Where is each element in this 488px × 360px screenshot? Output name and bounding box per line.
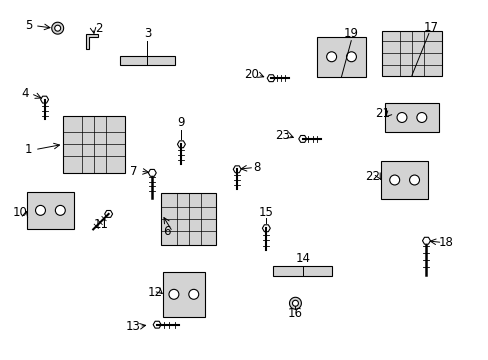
Text: 3: 3 <box>143 27 151 40</box>
Text: 15: 15 <box>258 206 273 219</box>
Polygon shape <box>266 75 275 82</box>
Polygon shape <box>298 135 306 142</box>
Polygon shape <box>41 96 48 103</box>
Text: 20: 20 <box>244 68 259 81</box>
Text: 19: 19 <box>343 27 358 40</box>
Text: 17: 17 <box>423 21 438 33</box>
Circle shape <box>326 52 336 62</box>
Text: 16: 16 <box>287 307 303 320</box>
Text: 5: 5 <box>25 19 32 32</box>
Circle shape <box>409 175 419 185</box>
Text: 10: 10 <box>13 206 28 219</box>
Text: 8: 8 <box>252 161 260 174</box>
Text: 21: 21 <box>374 107 389 120</box>
Polygon shape <box>381 31 441 76</box>
Polygon shape <box>52 22 63 34</box>
Circle shape <box>36 206 45 215</box>
Polygon shape <box>380 161 427 199</box>
Polygon shape <box>85 34 98 49</box>
Text: 14: 14 <box>295 252 309 265</box>
Text: 2: 2 <box>95 22 102 35</box>
Text: 12: 12 <box>147 286 162 299</box>
Polygon shape <box>161 193 216 245</box>
Circle shape <box>55 206 65 215</box>
Polygon shape <box>177 141 185 148</box>
Polygon shape <box>26 192 74 229</box>
Circle shape <box>396 113 406 122</box>
Text: 23: 23 <box>274 129 289 142</box>
Polygon shape <box>153 321 161 328</box>
Polygon shape <box>63 116 124 173</box>
Polygon shape <box>55 25 61 31</box>
Text: 6: 6 <box>163 225 170 238</box>
Polygon shape <box>120 56 174 65</box>
Circle shape <box>188 289 198 299</box>
Text: 18: 18 <box>438 236 452 249</box>
Circle shape <box>346 52 356 62</box>
Text: 11: 11 <box>94 218 109 231</box>
Polygon shape <box>422 237 429 244</box>
Text: 4: 4 <box>21 87 28 100</box>
Polygon shape <box>233 166 241 173</box>
Circle shape <box>416 113 426 122</box>
Circle shape <box>169 289 179 299</box>
Polygon shape <box>289 297 301 309</box>
Polygon shape <box>384 103 438 132</box>
Polygon shape <box>163 272 204 317</box>
Text: 9: 9 <box>177 116 185 129</box>
Polygon shape <box>272 266 332 276</box>
Polygon shape <box>316 37 366 77</box>
Polygon shape <box>262 225 270 232</box>
Polygon shape <box>292 300 298 306</box>
Text: 22: 22 <box>365 170 380 183</box>
Polygon shape <box>104 211 112 217</box>
Polygon shape <box>148 170 156 176</box>
Text: 7: 7 <box>130 165 137 177</box>
Circle shape <box>389 175 399 185</box>
Text: 1: 1 <box>25 143 32 156</box>
Text: 13: 13 <box>125 320 140 333</box>
